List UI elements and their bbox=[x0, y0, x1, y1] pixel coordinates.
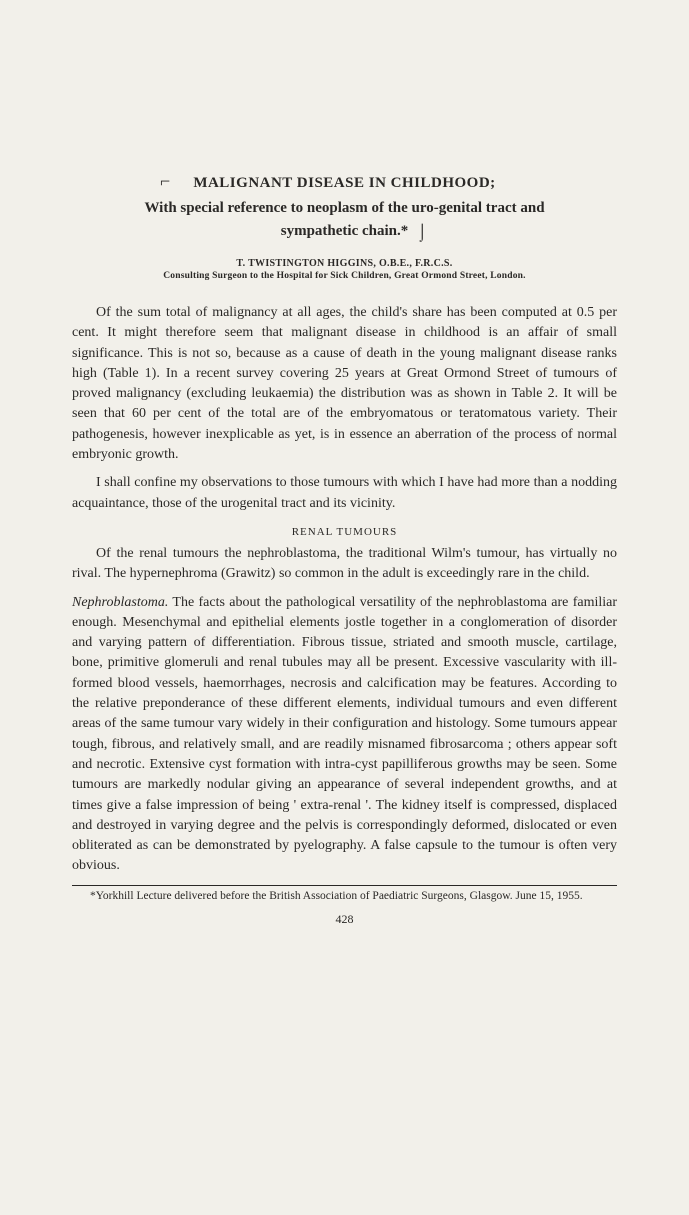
footnote-rule bbox=[72, 885, 617, 886]
page-number: 428 bbox=[72, 912, 617, 927]
paragraph-4: Nephroblastoma. The facts about the path… bbox=[72, 593, 617, 877]
subtitle-line2: sympathetic chain.* bbox=[72, 223, 617, 240]
paragraph-4-body: The facts about the pathological versati… bbox=[72, 595, 617, 874]
main-title: MALIGNANT DISEASE IN CHILDHOOD; bbox=[72, 175, 617, 192]
paragraph-2: I shall confine my observations to those… bbox=[72, 473, 617, 514]
subtitle-line1: With special reference to neoplasm of th… bbox=[72, 198, 617, 219]
author-name: T. TWISTINGTON HIGGINS, O.B.E., F.R.C.S. bbox=[72, 258, 617, 269]
page-container: MALIGNANT DISEASE IN CHILDHOOD; With spe… bbox=[0, 0, 689, 977]
section-heading-renal: RENAL TUMOURS bbox=[72, 526, 617, 538]
footnote-text: *Yorkhill Lecture delivered before the B… bbox=[72, 889, 617, 905]
paragraph-3: Of the renal tumours the nephroblastoma,… bbox=[72, 544, 617, 585]
author-affiliation: Consulting Surgeon to the Hospital for S… bbox=[72, 271, 617, 281]
paragraph-1: Of the sum total of malignancy at all ag… bbox=[72, 303, 617, 465]
paragraph-4-italic-lead: Nephroblastoma. bbox=[72, 595, 168, 610]
